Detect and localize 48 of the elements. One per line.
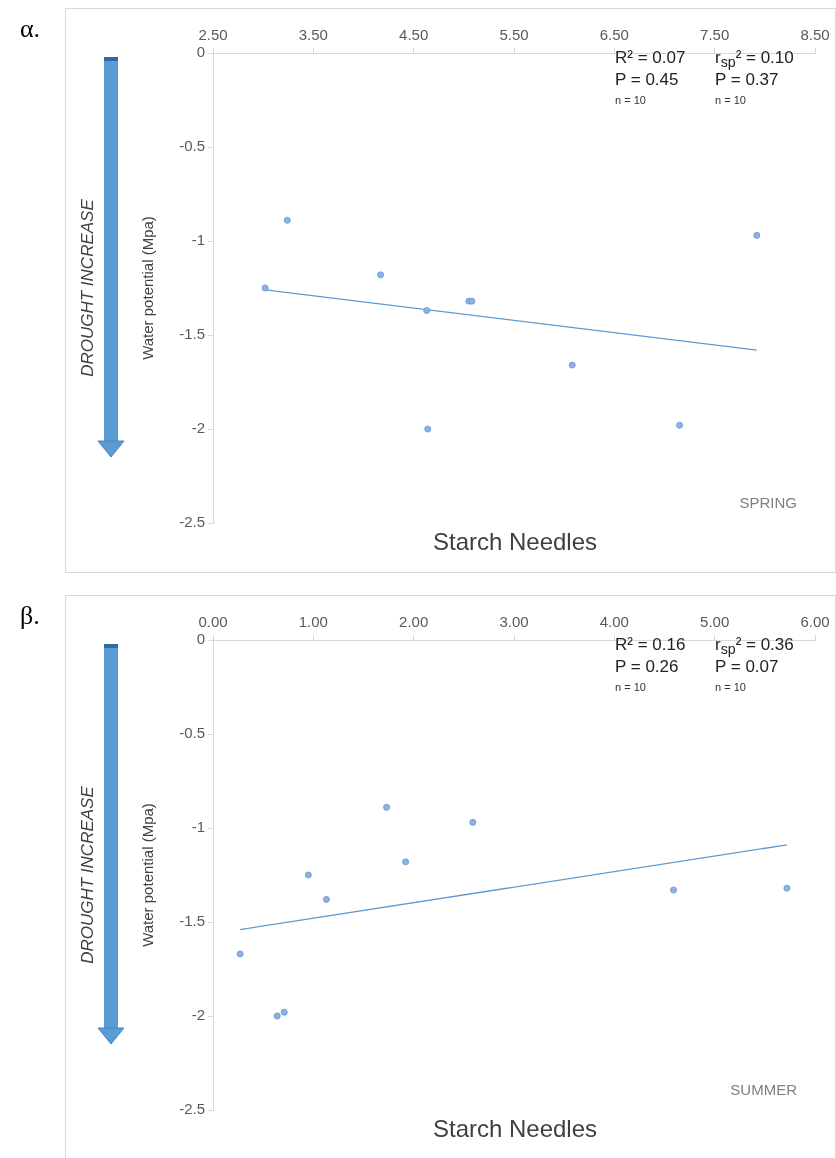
y-tick-label: -1.5 [179, 912, 205, 930]
x-axis-title: Starch Needles [432, 1115, 598, 1143]
annotation: R² = 0.07 [615, 48, 686, 68]
annotation: P = 0.07 [715, 657, 779, 677]
y-tick-label: -1 [191, 818, 205, 836]
annotation: n = 10 [615, 94, 646, 106]
y-tick-label: 0 [196, 43, 205, 61]
y-tick-label: -0.5 [179, 137, 205, 155]
annotation: R² = 0.16 [615, 635, 686, 655]
x-tick-label: 6.50 [599, 26, 629, 44]
x-tick-label: 2.00 [399, 613, 429, 631]
chart-title: α. [20, 14, 41, 44]
annotation: SUMMER [730, 1081, 797, 1098]
x-tick-label: 5.00 [700, 613, 730, 631]
y-axis-title: Water potential (Mpa) [138, 803, 156, 947]
x-tick-label: 2.50 [198, 26, 228, 44]
chart-title: β. [20, 601, 40, 631]
x-tick-label: 0.00 [198, 613, 228, 631]
annotation: r$_{sp}$² = 0.10 [715, 48, 794, 71]
x-tick-label: 4.50 [399, 26, 429, 44]
annotation: P = 0.37 [715, 70, 779, 90]
y-tick-label: -2.5 [179, 513, 205, 531]
annotation: n = 10 [615, 681, 646, 693]
x-tick-label: 3.50 [298, 26, 328, 44]
y-tick-label: -2 [191, 1006, 205, 1024]
x-tick-label: 1.00 [298, 613, 328, 631]
annotation: n = 10 [715, 681, 746, 693]
x-tick-label: 6.00 [800, 613, 830, 631]
text: DROUGHT INCREASE [78, 199, 98, 377]
x-tick-label: 8.50 [800, 26, 830, 44]
y-tick-label: -2 [191, 419, 205, 437]
x-tick-label: 7.50 [700, 26, 730, 44]
y-tick-label: -0.5 [179, 724, 205, 742]
y-tick-label: -1 [191, 231, 205, 249]
y-axis-title: Water potential (Mpa) [138, 216, 156, 360]
annotation: r$_{sp}$² = 0.36 [715, 635, 794, 658]
y-tick-label: -1.5 [179, 325, 205, 343]
text: DROUGHT INCREASE [78, 786, 98, 964]
x-axis-title: Starch Needles [432, 528, 598, 556]
x-tick-label: 3.00 [499, 613, 529, 631]
annotation: P = 0.45 [615, 70, 679, 90]
annotation: n = 10 [715, 94, 746, 106]
y-tick-label: 0 [196, 630, 205, 648]
y-tick-label: -2.5 [179, 1100, 205, 1118]
annotation: SPRING [739, 494, 797, 511]
x-tick-label: 5.50 [499, 26, 529, 44]
annotation: P = 0.26 [615, 657, 679, 677]
x-tick-label: 4.00 [599, 613, 629, 631]
